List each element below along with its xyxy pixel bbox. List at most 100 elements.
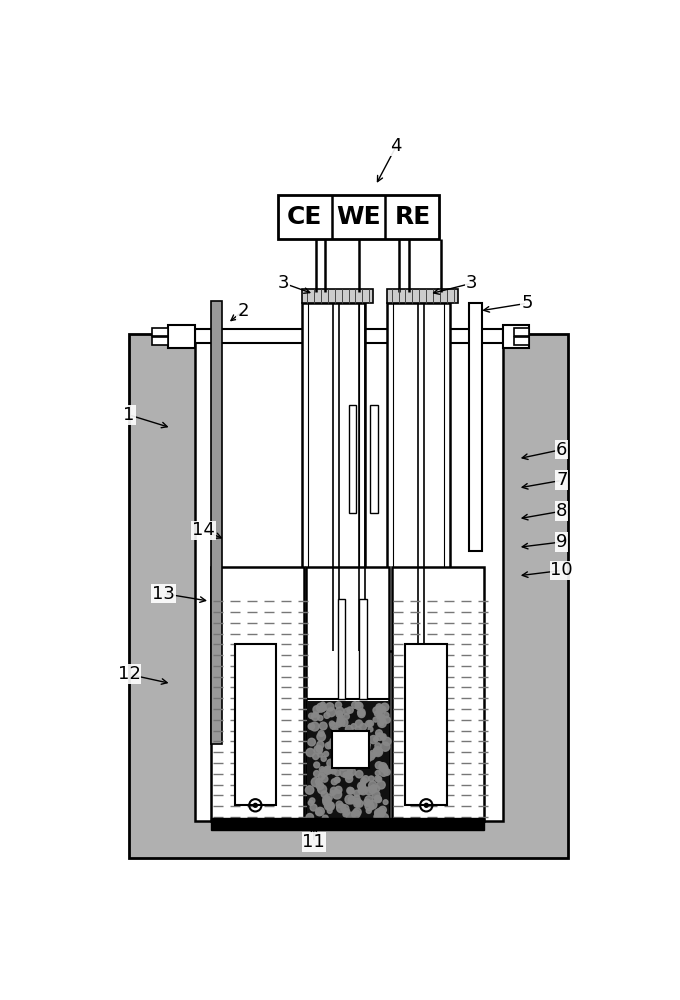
Circle shape [317,732,326,741]
Circle shape [327,809,332,813]
Circle shape [343,708,350,715]
Circle shape [360,785,366,791]
Circle shape [324,767,332,774]
Circle shape [327,759,335,767]
Circle shape [347,757,353,763]
Circle shape [352,759,360,768]
Circle shape [313,754,319,760]
Circle shape [375,810,384,819]
Circle shape [356,740,362,745]
Circle shape [341,719,348,726]
Circle shape [345,775,353,782]
Circle shape [375,771,380,775]
Circle shape [365,796,373,804]
Bar [211,301,222,744]
Circle shape [348,796,356,804]
Circle shape [356,702,363,710]
Circle shape [340,734,345,740]
Text: 8: 8 [556,502,568,520]
Circle shape [316,703,326,712]
Circle shape [368,727,373,732]
Circle shape [352,810,360,818]
Bar [387,303,450,651]
Text: WE: WE [336,205,381,229]
Circle shape [381,703,389,711]
Circle shape [351,724,356,729]
Circle shape [306,814,313,821]
Circle shape [354,798,361,805]
Circle shape [320,705,326,711]
Bar [338,599,345,699]
Bar [303,303,365,651]
Circle shape [330,768,336,774]
Circle shape [365,802,374,811]
Circle shape [326,802,335,810]
Circle shape [311,778,320,787]
Bar [370,405,378,513]
Circle shape [373,747,382,755]
Text: 13: 13 [152,585,175,603]
Circle shape [318,773,325,780]
Circle shape [333,726,338,732]
Circle shape [356,771,363,778]
Text: 9: 9 [556,533,568,551]
Circle shape [330,722,337,729]
Text: 6: 6 [556,441,568,459]
Circle shape [381,734,386,739]
Circle shape [325,794,333,801]
Bar [152,337,167,345]
Circle shape [352,756,360,763]
Circle shape [375,796,381,803]
Circle shape [364,742,371,748]
Circle shape [380,718,385,723]
Circle shape [381,742,390,751]
Bar [194,336,503,821]
Circle shape [373,737,378,742]
Circle shape [331,757,337,763]
Circle shape [338,753,347,762]
Circle shape [345,725,353,733]
Circle shape [375,809,381,816]
Circle shape [333,739,340,746]
Circle shape [354,790,360,796]
Circle shape [340,768,349,777]
Circle shape [316,746,322,752]
Bar [392,567,484,821]
Circle shape [318,752,322,757]
Circle shape [358,787,364,794]
Circle shape [316,807,324,816]
Circle shape [318,731,324,736]
Circle shape [313,706,320,713]
Circle shape [305,786,314,794]
Circle shape [323,798,331,806]
Circle shape [337,804,345,813]
Circle shape [345,772,352,779]
Circle shape [360,745,366,750]
Circle shape [367,808,371,813]
Circle shape [377,706,384,713]
Text: 1: 1 [123,406,135,424]
Circle shape [330,768,335,773]
Text: 11: 11 [303,833,325,851]
Circle shape [364,799,371,806]
Circle shape [330,742,335,747]
Circle shape [373,786,379,792]
Circle shape [322,796,330,804]
Circle shape [364,743,369,748]
Circle shape [384,800,388,805]
Circle shape [356,740,360,745]
Circle shape [336,740,345,749]
Circle shape [314,745,322,754]
Bar [152,328,167,336]
Circle shape [424,803,428,807]
Bar [129,334,568,858]
Circle shape [354,808,361,816]
Circle shape [343,808,350,815]
Circle shape [377,714,382,719]
Bar [503,325,530,348]
Circle shape [380,765,388,772]
Circle shape [337,737,345,745]
Circle shape [320,722,327,730]
Circle shape [343,772,349,778]
Circle shape [358,730,363,735]
